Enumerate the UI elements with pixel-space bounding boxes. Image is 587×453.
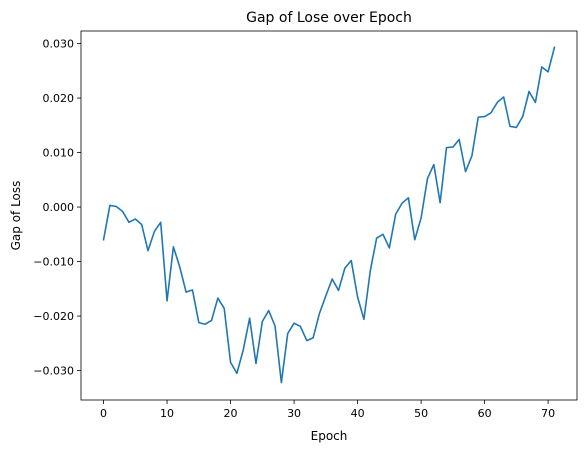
x-tick-label: 40: [351, 407, 365, 420]
y-tick-label: 0.010: [43, 147, 75, 160]
x-tick-label: 60: [478, 407, 492, 420]
y-tick-label: 0.020: [43, 92, 75, 105]
x-tick-label: 30: [287, 407, 301, 420]
x-tick-label: 10: [160, 407, 174, 420]
y-axis-label: Gap of Loss: [9, 181, 23, 251]
y-tick-label: −0.030: [33, 365, 74, 378]
y-tick-label: 0.000: [43, 201, 75, 214]
x-tick-label: 50: [414, 407, 428, 420]
y-tick-label: −0.010: [33, 256, 74, 269]
x-axis-label: Epoch: [311, 429, 348, 443]
y-tick-label: −0.020: [33, 310, 74, 323]
chart-title: Gap of Lose over Epoch: [246, 10, 412, 26]
x-tick-label: 0: [100, 407, 107, 420]
x-tick-label: 20: [224, 407, 238, 420]
y-tick-label: 0.030: [43, 38, 75, 51]
x-tick-label: 70: [541, 407, 555, 420]
plot-area: [81, 31, 577, 400]
